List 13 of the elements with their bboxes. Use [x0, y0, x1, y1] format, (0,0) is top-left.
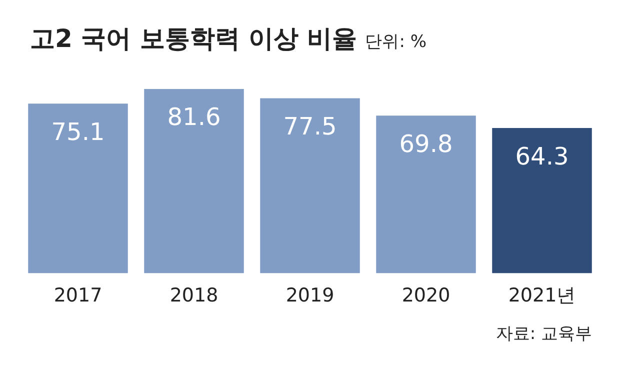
x-tick-label: 2020 [402, 284, 450, 307]
data-label: 75.1 [51, 118, 105, 146]
data-label: 77.5 [283, 112, 337, 140]
x-tick-label: 2018 [170, 284, 218, 307]
x-tick-label: 2021년 [508, 284, 576, 307]
x-tick-label: 2019 [286, 284, 334, 307]
chart-title: 고2 국어 보통학력 이상 비율 [30, 24, 358, 53]
data-label: 69.8 [399, 130, 453, 158]
text: 자료: 교육부 [496, 323, 592, 345]
chart-subtitle: 단위: % [365, 32, 427, 52]
x-tick-label: 2017 [54, 284, 102, 307]
data-label: 81.6 [167, 103, 221, 132]
data-label: 64.3 [515, 142, 569, 170]
